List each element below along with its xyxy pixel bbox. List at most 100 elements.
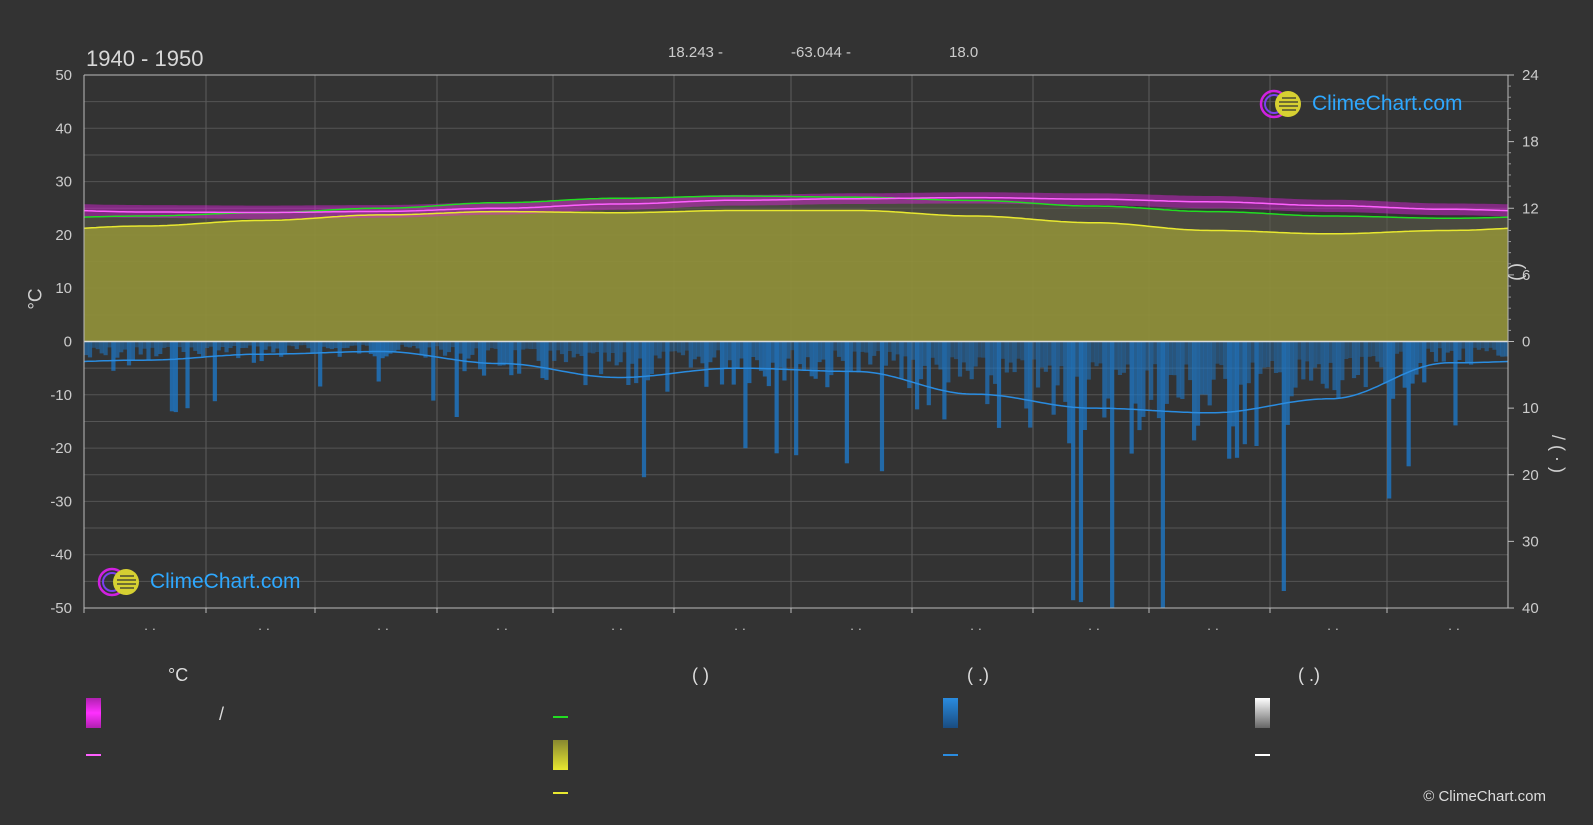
precip-bar <box>1496 341 1501 356</box>
precip-bar <box>1188 341 1193 381</box>
precip-bar <box>407 341 413 348</box>
precip-bar <box>474 341 479 349</box>
precip-bar <box>1211 341 1216 380</box>
precip-bar <box>1316 341 1322 365</box>
precip-bar <box>1254 341 1259 446</box>
precip-bar <box>1379 341 1384 368</box>
precip-bar <box>1414 341 1419 375</box>
precip-bar <box>130 341 136 360</box>
precip-bar <box>922 341 927 366</box>
precip-bar <box>965 341 970 371</box>
precip-bar <box>189 341 194 348</box>
precip-bar <box>294 341 299 350</box>
precip-bar <box>99 341 104 354</box>
precip-bar <box>567 341 572 351</box>
precip-bar <box>1457 341 1462 360</box>
precip-bar <box>478 341 483 370</box>
precip-bar <box>216 341 221 351</box>
precip-bar <box>380 341 385 359</box>
precip-bar <box>1492 341 1497 350</box>
logo-top[interactable]: ClimeChart.com <box>1258 88 1463 120</box>
precip-bar <box>1488 341 1493 348</box>
precip-bar <box>1468 341 1474 365</box>
precip-bar <box>388 341 393 354</box>
precip-bar <box>872 341 877 356</box>
precip-bar <box>134 341 139 348</box>
precip-bar <box>392 341 397 352</box>
precip-bar <box>1156 341 1162 419</box>
legend-rain-heading: ( .) <box>967 665 989 685</box>
precip-bar <box>595 341 600 352</box>
precip-bar <box>571 341 576 358</box>
precip-bar <box>1199 341 1204 395</box>
copyright: © ClimeChart.com <box>1423 788 1546 805</box>
precip-bar <box>914 341 920 410</box>
precip-bar <box>844 341 849 464</box>
precip-bar <box>1074 341 1080 377</box>
precip-bar <box>349 341 354 346</box>
precip-bar <box>544 341 549 380</box>
precip-bar <box>306 341 311 349</box>
precip-bar <box>1016 341 1021 359</box>
precip-bar <box>981 341 986 358</box>
precip-bar <box>661 341 666 352</box>
chart-axes <box>83 74 1514 613</box>
precip-bar <box>696 341 701 357</box>
precip-bar <box>700 341 705 364</box>
precip-bar <box>1426 341 1431 349</box>
precip-bar <box>263 341 268 350</box>
precip-bar <box>692 341 697 360</box>
chart-lines <box>83 195 1509 414</box>
precip-bar <box>1168 341 1173 375</box>
precip-bar <box>1215 341 1220 364</box>
precip-bar <box>1176 341 1181 398</box>
precip-bar <box>123 341 128 350</box>
x-tick-label: · · <box>850 621 862 636</box>
precip-line <box>83 350 1509 414</box>
precip-bar <box>969 341 974 380</box>
precip-bar <box>337 341 342 357</box>
precip-bar <box>774 341 779 454</box>
precip-bar <box>247 341 253 346</box>
precip-bar <box>1141 341 1146 417</box>
precip-bar <box>1453 341 1458 426</box>
precip-bar <box>333 341 338 349</box>
precip-bar <box>1149 341 1154 400</box>
precip-bar <box>1110 341 1115 608</box>
precip-bar <box>778 341 783 368</box>
precip-bar <box>957 341 963 377</box>
chart-tick-labels: 50 40 30 20 10 0 -10 -20 -30 -40 -50 24 18 12 6 0 10 20 30… <box>50 67 1538 636</box>
right-axis-lower-label: / ( · ) <box>1548 435 1568 473</box>
precip-bar <box>1039 341 1045 368</box>
precip-bar <box>739 341 744 359</box>
precip-bar <box>1383 341 1388 384</box>
precip-bar <box>879 341 885 472</box>
logo-bottom[interactable]: ClimeChart.com <box>96 566 301 598</box>
precip-bar <box>1398 341 1403 352</box>
precip-bar <box>1160 341 1165 608</box>
precip-bar <box>684 341 690 351</box>
precip-bar <box>747 341 752 384</box>
precip-bar <box>653 341 658 356</box>
legend-sun-heading: ( ) <box>692 665 709 685</box>
precip-bar <box>1472 341 1478 348</box>
precip-bar <box>165 341 171 347</box>
precip-bar <box>1246 341 1251 384</box>
precip-bar <box>286 341 292 346</box>
precip-bar <box>1461 341 1466 349</box>
left-tick-label: -30 <box>50 493 72 510</box>
precip-bar <box>1433 341 1439 362</box>
precip-bar <box>1258 341 1263 374</box>
precip-bar <box>201 341 206 358</box>
precip-bar <box>1406 341 1411 467</box>
precip-bar <box>119 341 124 353</box>
precip-bar <box>1102 341 1107 418</box>
legend-precip-line-swatch <box>943 754 958 756</box>
precip-bar <box>1504 341 1509 357</box>
precip-bar <box>626 341 631 385</box>
right-upper-tick-label: 12 <box>1522 200 1539 217</box>
precip-bar <box>536 341 541 361</box>
precip-bar <box>259 341 264 362</box>
precip-bar <box>458 341 463 354</box>
